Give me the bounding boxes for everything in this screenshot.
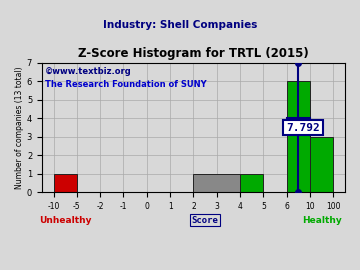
Bar: [240, 174, 264, 193]
Text: Score: Score: [192, 216, 219, 225]
Text: The Research Foundation of SUNY: The Research Foundation of SUNY: [45, 80, 207, 89]
Text: ©www.textbiz.org: ©www.textbiz.org: [45, 67, 132, 76]
Bar: [54, 174, 77, 193]
Title: Z-Score Histogram for TRTL (2015): Z-Score Histogram for TRTL (2015): [78, 48, 309, 60]
Text: Industry: Shell Companies: Industry: Shell Companies: [103, 20, 257, 30]
Bar: [310, 137, 333, 193]
Bar: [287, 82, 310, 193]
Text: Unhealthy: Unhealthy: [39, 216, 91, 225]
Text: 7.792: 7.792: [286, 123, 320, 133]
Y-axis label: Number of companies (13 total): Number of companies (13 total): [15, 66, 24, 189]
Text: Healthy: Healthy: [302, 216, 342, 225]
Bar: [193, 174, 240, 193]
